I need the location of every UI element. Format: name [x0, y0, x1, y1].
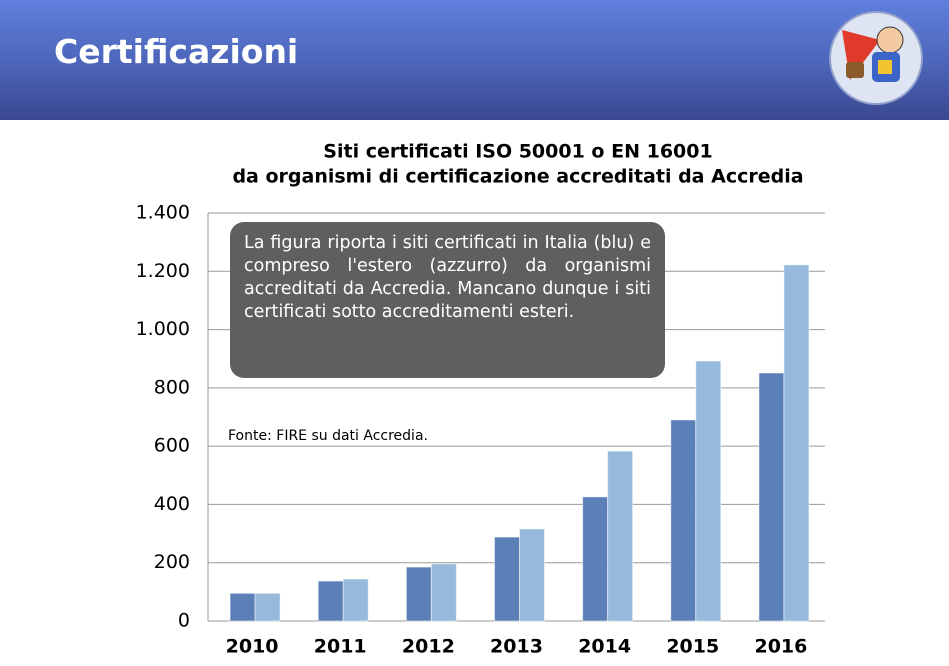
slide-title: Certificazioni — [54, 32, 299, 71]
bar — [783, 264, 810, 622]
bar — [670, 419, 697, 622]
x-tick-label: 2013 — [490, 636, 543, 658]
x-tick-label: 2015 — [666, 636, 719, 658]
header-bar: Certificazioni — [0, 0, 949, 120]
y-tick-label: 1.400 — [136, 202, 190, 224]
source-note: Fonte: FIRE su dati Accredia. — [228, 428, 428, 444]
y-tick-label: 1.200 — [136, 260, 190, 282]
x-tick-label: 2012 — [402, 636, 455, 658]
y-tick-label: 0 — [178, 610, 190, 632]
bar — [342, 578, 369, 622]
y-tick-label: 600 — [154, 435, 190, 457]
y-tick-label: 200 — [154, 551, 190, 573]
y-tick-label: 800 — [154, 376, 190, 398]
chart-title: Siti certificati ISO 50001 o EN 16001 — [323, 141, 712, 163]
bar — [229, 592, 256, 622]
bar — [317, 580, 344, 622]
bar — [758, 372, 785, 622]
bar — [607, 450, 634, 622]
bar — [519, 528, 545, 622]
x-tick-label: 2011 — [314, 636, 367, 658]
bar — [405, 566, 432, 622]
x-tick-label: 2016 — [754, 636, 807, 658]
y-tick-label: 400 — [154, 493, 190, 515]
x-tick-label: 2010 — [226, 636, 279, 658]
chart-title: da organismi di certificazione accredita… — [232, 166, 803, 188]
annotation-box: La figura riporta i siti certificati in … — [230, 222, 665, 378]
bar — [582, 496, 609, 622]
bar — [695, 360, 722, 622]
y-tick-label: 1.000 — [136, 318, 190, 340]
x-tick-label: 2014 — [578, 636, 631, 658]
bar — [254, 592, 281, 622]
bar — [494, 536, 520, 622]
bar — [430, 563, 457, 622]
mascot-icon — [829, 11, 923, 105]
